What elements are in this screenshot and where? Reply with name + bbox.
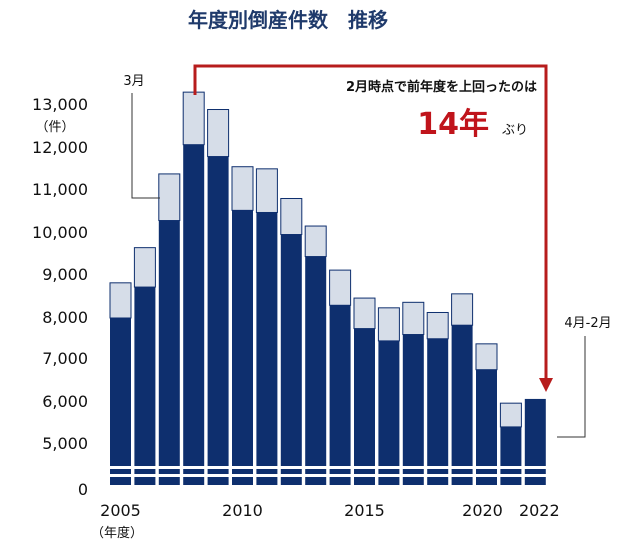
x-tick-label: 2022 — [519, 501, 560, 520]
bar-march-2014 — [329, 269, 352, 306]
bar-march-2016 — [377, 307, 400, 342]
bar-apr-feb-2019 — [451, 325, 473, 485]
bar-march-2020 — [475, 343, 498, 371]
bar-apr-feb-2009 — [207, 156, 229, 486]
bar-march-2013 — [304, 225, 327, 258]
bar-march-2008 — [182, 91, 205, 146]
bar-apr-feb-2005 — [110, 317, 131, 485]
bar-march-2018 — [426, 311, 449, 340]
bar-march-2009 — [207, 109, 230, 158]
bar-apr-feb-2017 — [402, 334, 424, 485]
highlight-text: 2月時点で前年度を上回ったのは — [346, 79, 537, 95]
bar-apr-feb-2010 — [232, 210, 253, 485]
y-tick-label: 0 — [78, 480, 88, 499]
bar-march-2006 — [133, 247, 156, 288]
bar-apr-feb-2008 — [183, 144, 205, 485]
bar-march-2021 — [499, 402, 522, 428]
x-tick-label: 2020 — [462, 501, 503, 520]
label-apr-feb: 4月-2月 — [564, 316, 611, 331]
bar-march-2010 — [231, 166, 254, 211]
y-tick-label: 9,000 — [42, 265, 88, 284]
x-axis-ticks: 2005 2010 2015 2020 2022 — [100, 501, 560, 520]
highlight-arrow-head — [539, 378, 553, 392]
bar-apr-feb-2018 — [427, 338, 449, 485]
bar-apr-feb-2007 — [158, 220, 180, 485]
x-tick-label: 2005 — [100, 501, 141, 520]
bar-apr-feb-2013 — [305, 256, 327, 485]
y-tick-label: 8,000 — [42, 308, 88, 327]
bar-march-2015 — [353, 297, 376, 330]
chart-title: 年度別倒産件数 推移 — [188, 8, 388, 32]
axis-break-line-0 — [108, 466, 550, 469]
y-unit-label: （件） — [35, 120, 74, 135]
bar-apr-feb-2006 — [134, 287, 156, 485]
axis-break-line-1 — [108, 474, 550, 477]
bar-apr-feb-2014 — [329, 305, 351, 485]
bar-apr-feb-2011 — [256, 212, 278, 486]
bar-march-2019 — [451, 293, 474, 326]
bar-apr-feb-2015 — [354, 328, 375, 485]
bar-march-2005 — [109, 282, 132, 319]
x-tick-label: 2010 — [222, 501, 263, 520]
y-tick-label: 12,000 — [32, 138, 88, 157]
highlight-suffix: ぶり — [502, 123, 528, 138]
bar-apr-feb-2012 — [280, 234, 302, 485]
bar-apr-feb-2016 — [378, 340, 400, 485]
axis-break-lines — [108, 466, 550, 477]
y-tick-label: 10,000 — [32, 223, 88, 242]
bars-group — [109, 91, 546, 486]
bar-apr-feb-2021 — [500, 426, 522, 485]
bar-apr-feb-2020 — [476, 369, 497, 485]
highlight-big-text: 14年 — [417, 107, 489, 142]
y-tick-label: 13,000 — [32, 95, 88, 114]
bar-march-2011 — [255, 168, 278, 213]
x-unit-label: （年度） — [91, 525, 143, 541]
label-march: 3月 — [123, 74, 144, 89]
y-tick-label: 7,000 — [42, 349, 88, 368]
bar-march-2007 — [158, 173, 181, 222]
bar-march-2017 — [402, 301, 425, 336]
march-leader-line — [131, 93, 160, 199]
bar-march-2012 — [280, 197, 303, 236]
apr-feb-leader-line — [557, 336, 586, 438]
bar-apr-feb-2022 — [524, 398, 546, 485]
y-axis-ticks: 13,000 12,000 11,000 10,000 9,000 8,000 7,000 6… — [32, 95, 88, 499]
y-tick-label: 6,000 — [42, 392, 88, 411]
highlight-arrow-line — [193, 64, 548, 380]
y-tick-label: 5,000 — [42, 434, 88, 453]
y-tick-label: 11,000 — [32, 180, 88, 199]
x-tick-label: 2015 — [344, 501, 385, 520]
